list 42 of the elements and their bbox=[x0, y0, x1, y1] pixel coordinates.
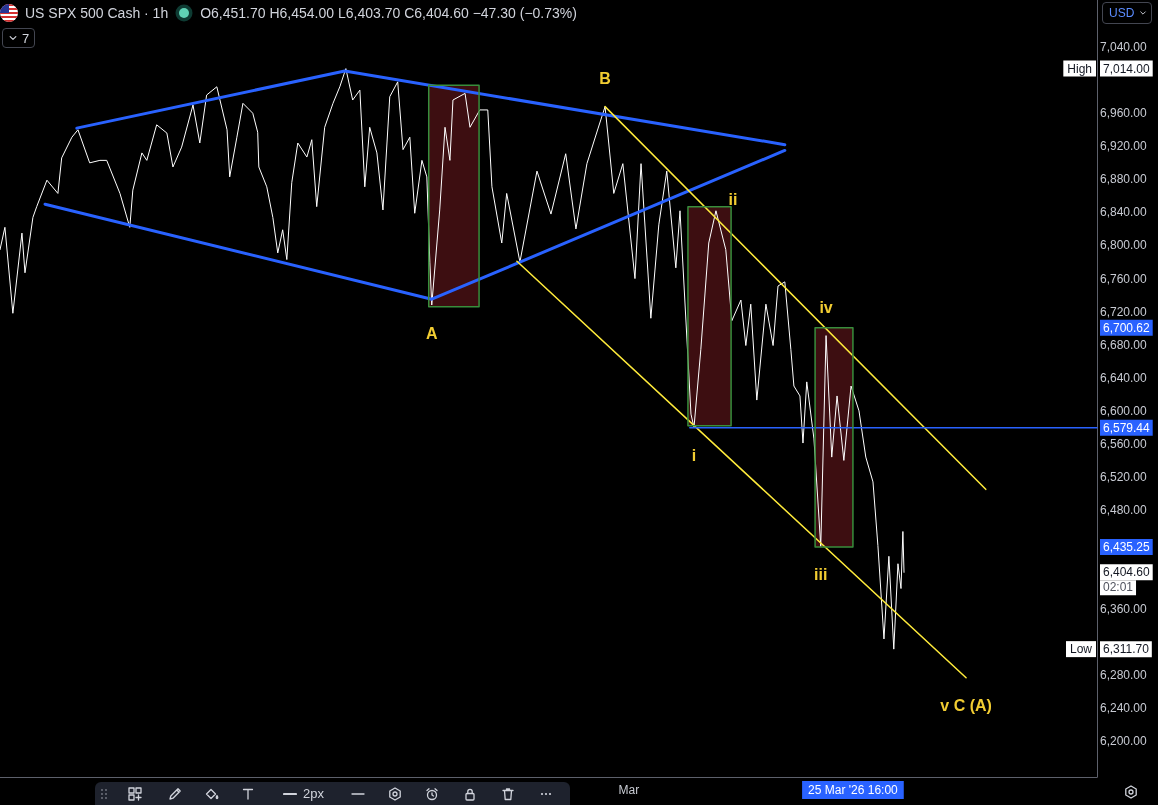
y-tick-label: 6,800.00 bbox=[1100, 238, 1148, 253]
y-tick-label: 6,640.00 bbox=[1100, 370, 1148, 385]
y-tick-label: 6,360.00 bbox=[1100, 602, 1148, 617]
annotation: B bbox=[599, 70, 611, 88]
x-tick-label: 25 Mar '26 16:00 bbox=[808, 783, 899, 797]
y-tick-label: 7,014.00 bbox=[1103, 61, 1151, 76]
text: USD bbox=[1109, 6, 1135, 20]
y-tick-label: 6,880.00 bbox=[1100, 172, 1148, 187]
y-tick-label: 6,560.00 bbox=[1100, 436, 1148, 451]
annotation: iii bbox=[814, 565, 828, 583]
annotation: iv bbox=[819, 299, 833, 317]
chart-subtitle: O6,451.70 H6,454.00 L6,403.70 C6,404.60 −47.30 (−0.73%) bbox=[200, 5, 577, 21]
annotation: v C (A) bbox=[940, 697, 992, 715]
text: 02:01 bbox=[1103, 580, 1134, 595]
annotation: A bbox=[425, 324, 438, 342]
line-series bbox=[0, 68, 905, 650]
annotation: Low bbox=[1069, 642, 1093, 657]
y-tick-label: 6,600.00 bbox=[1100, 403, 1148, 418]
y-tick-label: 6,311.70 bbox=[1103, 642, 1150, 657]
y-tick-label: 6,700.62 bbox=[1103, 320, 1151, 335]
y-tick-label: 6,720.00 bbox=[1100, 304, 1148, 319]
annotation: 7 bbox=[22, 30, 30, 46]
y-tick-label: 6,920.00 bbox=[1100, 139, 1148, 154]
y-tick-label: 6,579.44 bbox=[1103, 420, 1151, 435]
y-tick-label: 6,240.00 bbox=[1100, 701, 1148, 716]
text: 2px bbox=[303, 786, 324, 802]
y-tick-label: 6,520.00 bbox=[1100, 469, 1148, 484]
y-tick-label: 6,280.00 bbox=[1100, 668, 1148, 683]
y-tick-label: 6,480.00 bbox=[1100, 503, 1148, 518]
y-tick-label: 6,404.60 bbox=[1103, 565, 1151, 580]
annotation: ii bbox=[728, 191, 738, 209]
chart-title: US SPX 500 Cash · 1h bbox=[25, 5, 169, 21]
annotation: i bbox=[691, 446, 697, 464]
y-tick-label: 6,840.00 bbox=[1100, 205, 1148, 220]
y-tick-label: 6,680.00 bbox=[1100, 337, 1148, 352]
y-tick-label: 6,435.25 bbox=[1103, 540, 1151, 554]
y-tick-label: 6,760.00 bbox=[1100, 271, 1148, 286]
annotation: High bbox=[1067, 61, 1092, 76]
y-tick-label: 7,040.00 bbox=[1100, 40, 1148, 55]
y-tick-label: 6,960.00 bbox=[1100, 106, 1148, 121]
x-tick-label: Mar bbox=[618, 783, 640, 797]
y-tick-label: 6,200.00 bbox=[1100, 734, 1148, 749]
